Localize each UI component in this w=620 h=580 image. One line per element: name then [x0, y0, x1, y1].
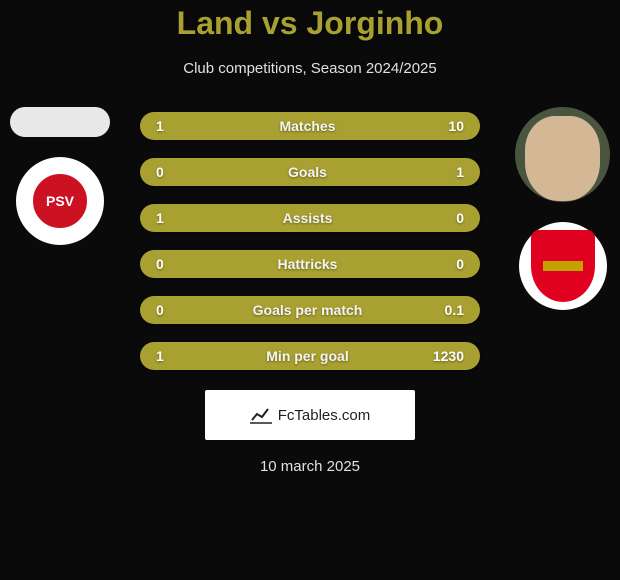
stat-row-min-per-goal: 1 Min per goal 1230 [140, 342, 480, 370]
fctables-logo: FcTables.com [250, 406, 371, 424]
stat-right-value: 0.1 [429, 302, 464, 318]
date-label: 10 march 2025 [260, 458, 360, 475]
player-left-avatar-placeholder [10, 107, 110, 137]
stat-label: Min per goal [186, 348, 429, 364]
psv-badge: PSV [16, 157, 104, 245]
stat-label: Hattricks [186, 256, 429, 272]
cannon-icon [543, 261, 583, 271]
stat-row-hattricks: 0 Hattricks 0 [140, 250, 480, 278]
stat-row-matches: 1 Matches 10 [140, 112, 480, 140]
stat-right-value: 1230 [429, 348, 464, 364]
stat-left-value: 0 [156, 164, 186, 180]
stat-left-value: 0 [156, 256, 186, 272]
stat-label: Assists [186, 210, 429, 226]
player-right-avatar [515, 107, 610, 202]
arsenal-badge [519, 222, 607, 310]
stat-right-value: 0 [429, 256, 464, 272]
stats-bars: 1 Matches 10 0 Goals 1 1 Assists 0 0 Hat… [140, 112, 480, 370]
stat-right-value: 1 [429, 164, 464, 180]
stat-left-value: 0 [156, 302, 186, 318]
stat-label: Goals per match [186, 302, 429, 318]
stats-section: PSV 1 Matches 10 0 Goals 1 1 Assists 0 0… [0, 112, 620, 370]
stat-row-assists: 1 Assists 0 [140, 204, 480, 232]
stat-right-value: 0 [429, 210, 464, 226]
stat-label: Matches [186, 118, 429, 134]
page-title: Land vs Jorginho [177, 5, 444, 42]
stat-row-goals: 0 Goals 1 [140, 158, 480, 186]
footer-attribution[interactable]: FcTables.com [205, 390, 415, 440]
psv-badge-text: PSV [30, 171, 90, 231]
left-player-column: PSV [10, 107, 110, 245]
comparison-card: Land vs Jorginho Club competitions, Seas… [0, 0, 620, 580]
stat-left-value: 1 [156, 210, 186, 226]
stat-label: Goals [186, 164, 429, 180]
subtitle: Club competitions, Season 2024/2025 [183, 60, 437, 77]
stat-left-value: 1 [156, 118, 186, 134]
chart-icon [250, 406, 272, 424]
avatar-face-placeholder [525, 116, 600, 201]
stat-left-value: 1 [156, 348, 186, 364]
stat-right-value: 10 [429, 118, 464, 134]
stat-row-goals-per-match: 0 Goals per match 0.1 [140, 296, 480, 324]
right-player-column [515, 107, 610, 310]
fctables-text: FcTables.com [278, 407, 371, 424]
arsenal-shield [531, 230, 595, 302]
